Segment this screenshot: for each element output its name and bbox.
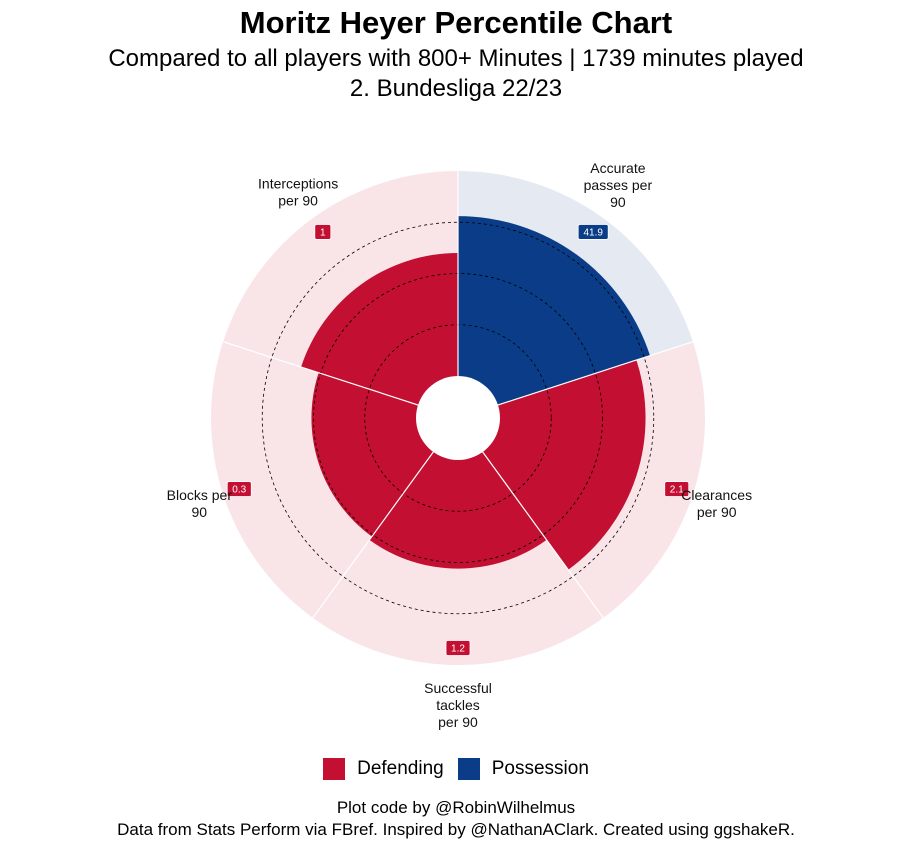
subtitle-line-2: 2. Bundesliga 22/23 [349, 75, 563, 102]
value-label-text: 41.9 [583, 227, 603, 238]
chart-subtitle: Compared to all players with 800+ Minute… [0, 44, 912, 104]
category-label-accurate-passes-per-90: Accurate passes per 90 [584, 160, 653, 210]
bar-successful-tackles-per-90 [369, 418, 547, 569]
value-label-clearances-per-90: 2.1 [664, 481, 690, 497]
bar-interceptions-per-90 [301, 253, 458, 418]
value-label-text: 0.3 [232, 485, 246, 496]
category-label-line: Successful [424, 680, 492, 696]
legend: Defending Possession [0, 758, 912, 780]
percentile-bars [301, 216, 651, 570]
legend-swatch-possession [457, 758, 480, 780]
value-label-box [445, 640, 471, 656]
value-label-interceptions-per-90: 1 [314, 224, 332, 240]
legend-label-defending: Defending [357, 758, 444, 779]
legend-item-defending: Defending [323, 758, 444, 780]
value-label-text: 2.1 [670, 485, 684, 496]
subtitle-line-1: Compared to all players with 800+ Minute… [108, 45, 804, 72]
category-label-clearances-per-90: Clearances per 90 [681, 487, 752, 520]
caption: Plot code by @RobinWilhelmus Data from S… [0, 797, 912, 841]
value-label-box [314, 224, 332, 240]
category-label-line: 90 [610, 194, 626, 210]
bar-accurate-passes-per-90 [458, 216, 651, 418]
category-label-line: Blocks per [167, 487, 233, 503]
category-label-line: 90 [192, 504, 208, 520]
value-label-box [226, 481, 252, 497]
center-hole [416, 376, 500, 460]
chart-title: Moritz Heyer Percentile Chart [239, 5, 673, 40]
category-label-line: tackles [436, 697, 480, 713]
value-label-box [577, 224, 609, 240]
value-label-box [664, 481, 690, 497]
category-label-blocks-per-90: Blocks per 90 [167, 487, 233, 520]
value-labels: 41.9 2.1 1.2 0.3 1 [226, 224, 690, 656]
category-label-line: passes per [584, 177, 653, 193]
grid-circle-75 [261, 221, 655, 615]
legend-item-possession: Possession [457, 758, 589, 780]
category-label-line: Interceptions [258, 175, 338, 191]
legend-swatch-defending [323, 758, 346, 780]
caption-line-1: Plot code by @RobinWilhelmus [336, 798, 576, 817]
value-label-text: 1.2 [451, 644, 465, 655]
value-label-text: 1 [320, 227, 326, 238]
value-label-successful-tackles-per-90: 1.2 [445, 640, 471, 656]
category-label-line: Accurate [590, 160, 645, 176]
category-label-interceptions-per-90: Interceptions per 90 [258, 175, 338, 208]
legend-label-possession: Possession [491, 758, 589, 779]
category-label-line: per 90 [697, 504, 737, 520]
category-label-line: per 90 [278, 192, 318, 208]
bar-clearances-per-90 [458, 360, 646, 570]
value-label-blocks-per-90: 0.3 [226, 481, 252, 497]
category-label-line: per 90 [438, 714, 478, 730]
category-label-line: Clearances [681, 487, 752, 503]
category-label-successful-tackles-per-90: Successful tackles per 90 [424, 680, 492, 730]
value-label-accurate-passes-per-90: 41.9 [577, 224, 609, 240]
caption-line-2: Data from Stats Perform via FBref. Inspi… [117, 820, 795, 839]
